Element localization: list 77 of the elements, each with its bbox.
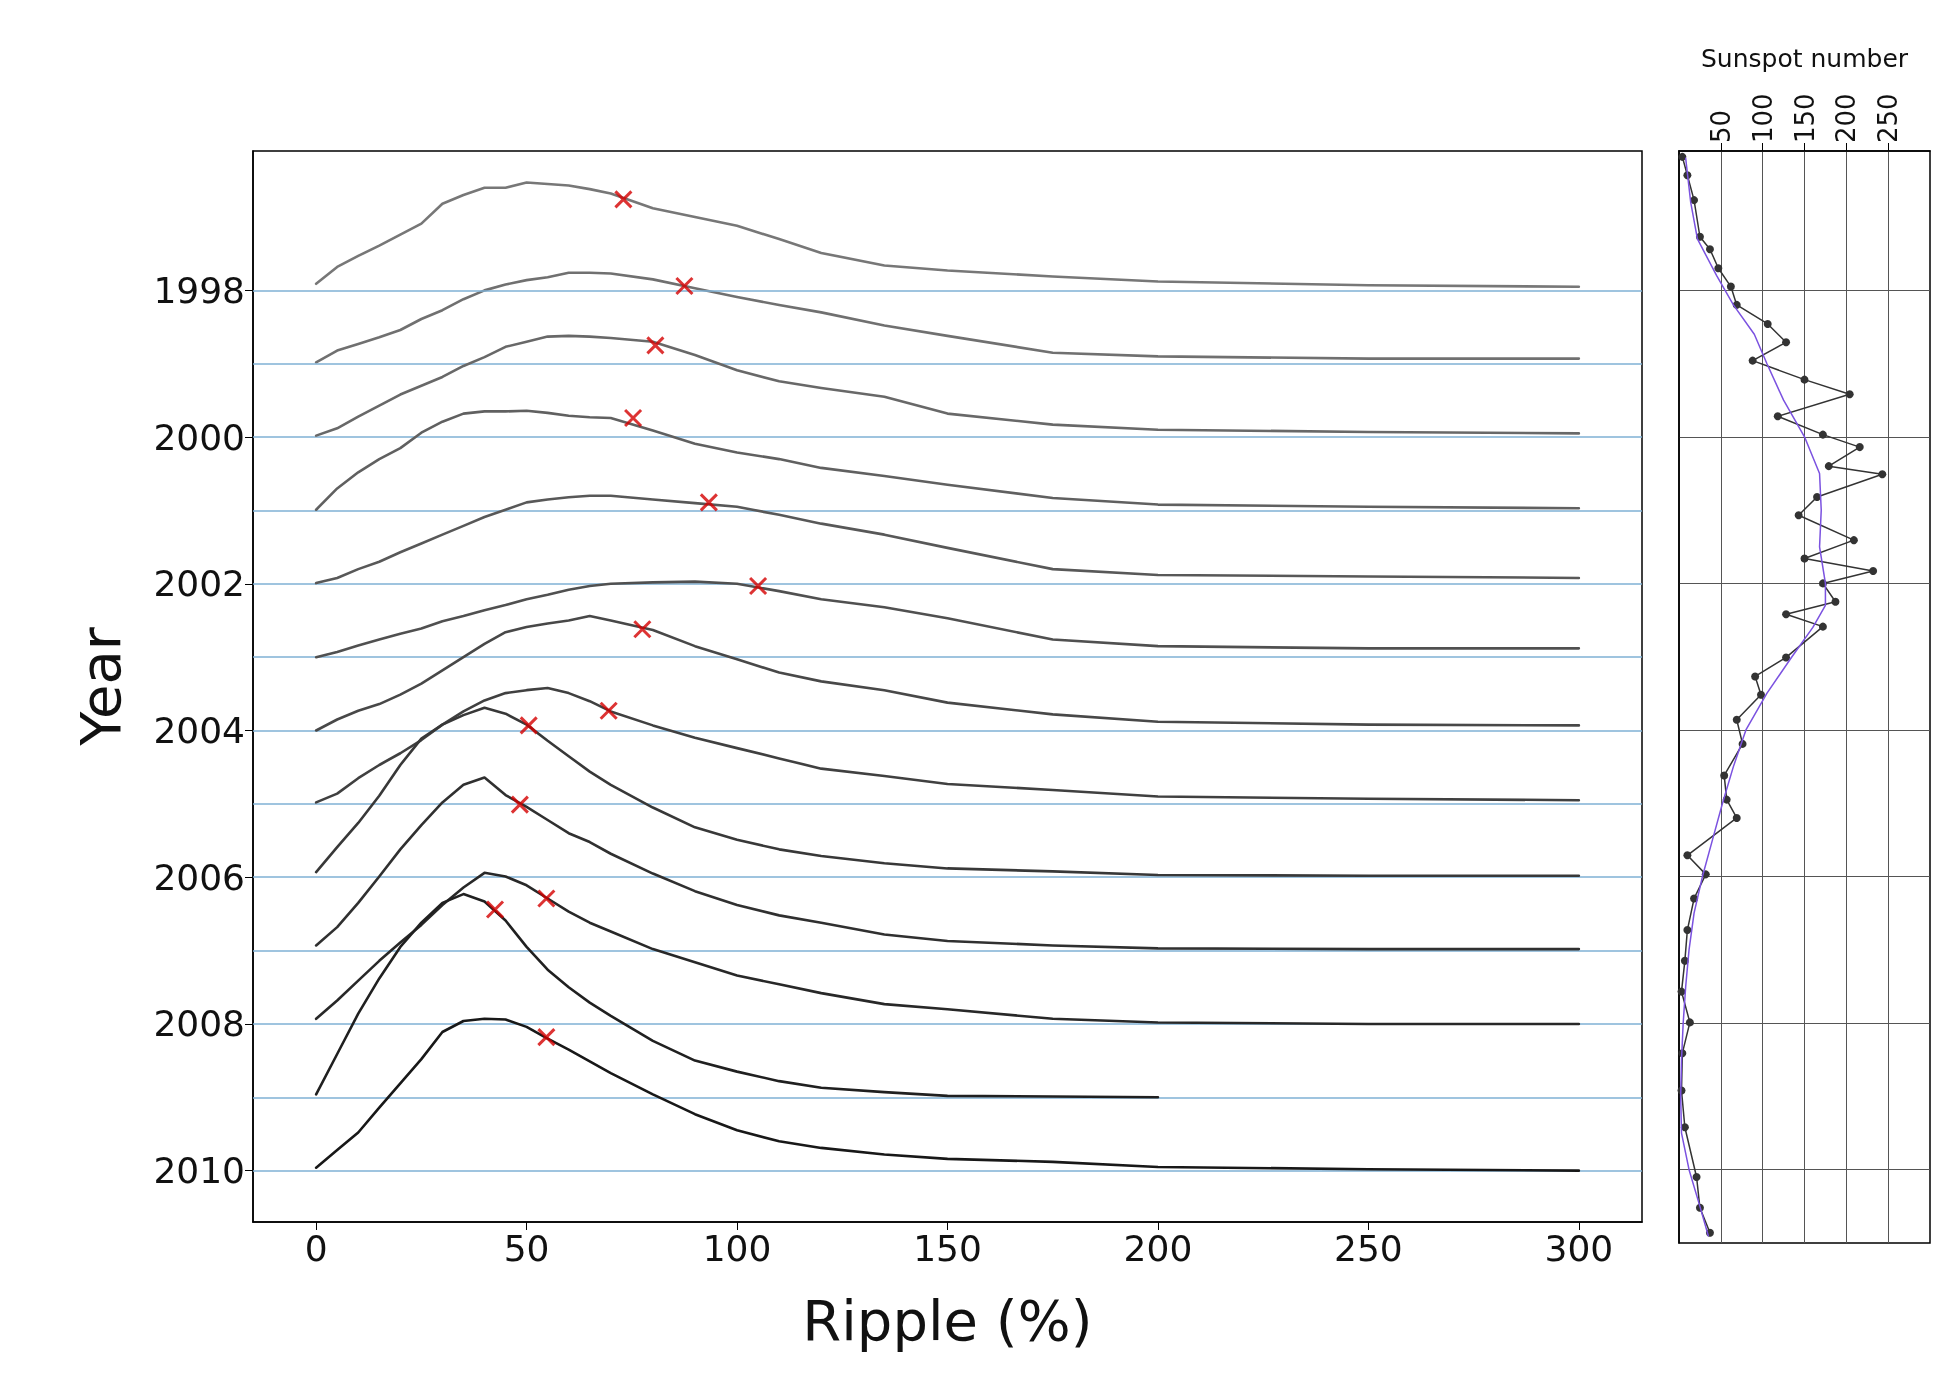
y-tick-label: 2000 — [153, 416, 245, 458]
point — [699, 492, 719, 512]
point — [1818, 622, 1827, 631]
point — [1869, 566, 1878, 575]
point — [748, 576, 768, 596]
point — [485, 900, 505, 919]
y-tick-label: 2006 — [153, 856, 245, 898]
y-tick-label: 2008 — [153, 1003, 245, 1045]
point — [1683, 926, 1692, 935]
x-tick-label: 50 — [1705, 109, 1736, 143]
point — [599, 701, 619, 721]
point — [1782, 338, 1791, 347]
point — [1757, 690, 1765, 699]
point — [1800, 375, 1809, 384]
x-tick-label: 150 — [913, 1227, 982, 1269]
line-series — [314, 181, 1581, 289]
point — [536, 1027, 556, 1047]
point — [613, 189, 633, 209]
line-series — [314, 1017, 1581, 1172]
point — [1818, 430, 1827, 439]
line-series — [314, 271, 1581, 364]
line-series — [314, 494, 1581, 585]
x-tick-label: 0 — [304, 1227, 328, 1269]
point — [1720, 771, 1729, 780]
x-tick-label: 250 — [1334, 1227, 1403, 1269]
x-tick-label: 100 — [1747, 93, 1778, 143]
point — [1751, 672, 1760, 681]
point — [1831, 597, 1840, 606]
point — [1732, 813, 1741, 822]
point — [1677, 987, 1686, 996]
point — [1732, 715, 1741, 724]
point — [1714, 264, 1723, 273]
point — [1878, 470, 1887, 479]
x-tick-label: 200 — [1123, 1227, 1193, 1269]
x-tick-label: 50 — [503, 1227, 550, 1269]
y-tick-label: 2010 — [153, 1150, 245, 1192]
point — [510, 795, 530, 815]
line-series — [314, 334, 1581, 437]
point — [1845, 390, 1854, 399]
point — [1763, 319, 1772, 328]
line-series — [314, 614, 1581, 732]
point — [1849, 536, 1858, 545]
x-tick-label: 150 — [1789, 93, 1820, 143]
x-tick-label: 200 — [1831, 93, 1862, 143]
line-series — [314, 580, 1581, 659]
x-tick-label: 100 — [702, 1227, 772, 1269]
point — [623, 408, 643, 428]
x-tick-label: 250 — [1873, 93, 1904, 143]
point — [1705, 245, 1714, 254]
point — [1678, 152, 1687, 161]
point — [1685, 1018, 1694, 1027]
x-axis-title: Sunspot number — [1700, 44, 1909, 73]
point — [1726, 282, 1735, 291]
point — [1855, 443, 1864, 452]
y-tick-label: 2004 — [153, 710, 245, 752]
point — [1692, 1173, 1701, 1182]
point — [1794, 511, 1803, 520]
point — [1680, 1123, 1689, 1132]
y-tick-label: 2002 — [153, 563, 245, 605]
point — [632, 619, 652, 639]
point — [674, 276, 694, 296]
y-tick-label: 1998 — [153, 269, 245, 311]
x-tick-label: 300 — [1544, 1227, 1614, 1269]
line-series — [314, 409, 1581, 512]
y-axis-title: Year — [67, 626, 133, 747]
x-axis-title: Ripple (%) — [802, 1287, 1093, 1353]
point — [519, 715, 539, 735]
point — [1773, 412, 1782, 421]
line-series — [314, 776, 1581, 951]
point — [1782, 610, 1791, 619]
point — [1782, 653, 1791, 662]
point — [645, 335, 665, 355]
point — [1800, 554, 1809, 563]
point — [1683, 851, 1692, 860]
point — [1748, 356, 1757, 365]
point — [1824, 462, 1833, 471]
point — [536, 889, 556, 908]
